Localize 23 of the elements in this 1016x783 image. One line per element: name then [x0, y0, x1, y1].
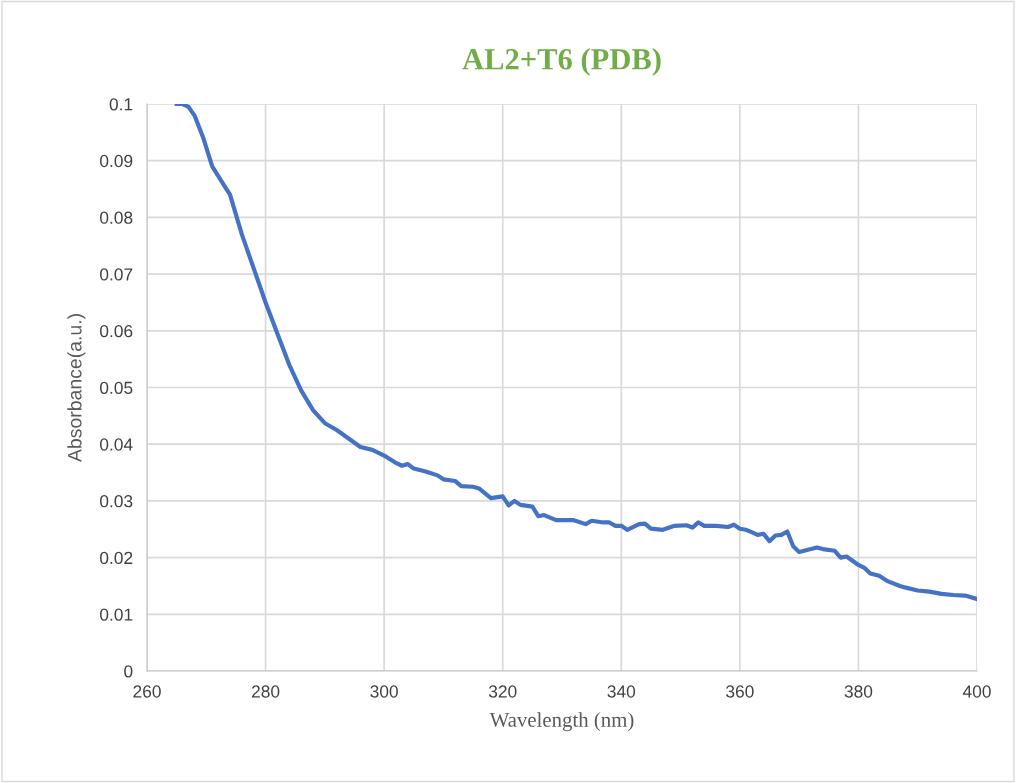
- x-tick-label: 300: [370, 685, 398, 698]
- chart-title: AL2+T6 (PDB): [462, 48, 661, 76]
- y-tick-label: 0.1: [109, 98, 133, 111]
- y-tick-label: 0.04: [100, 438, 133, 451]
- x-tick-label: 360: [726, 685, 754, 698]
- y-tick-label: 0.01: [100, 608, 133, 621]
- y-tick-label: 0.03: [100, 495, 133, 508]
- y-tick-label: 0.07: [100, 268, 133, 281]
- x-tick-label: 400: [962, 685, 991, 698]
- y-tick-label: 0.02: [100, 551, 133, 565]
- x-axis-title: Wavelength (nm): [489, 712, 634, 732]
- y-tick-label: 0.05: [100, 381, 133, 394]
- y-axis-title: Absorbance(a.u.): [67, 314, 86, 463]
- y-tick-label: 0.08: [100, 211, 133, 224]
- x-tick-label: 260: [133, 685, 161, 698]
- x-tick-label: 280: [251, 685, 280, 698]
- x-tick-label: 380: [844, 685, 873, 698]
- x-tick-label: 340: [607, 685, 636, 698]
- y-tick-label: 0.06: [100, 324, 133, 338]
- y-tick-label: 0: [124, 665, 133, 678]
- y-tick-label: 0.09: [100, 154, 133, 168]
- x-tick-label: 320: [488, 685, 517, 698]
- line-series: [174, 104, 977, 602]
